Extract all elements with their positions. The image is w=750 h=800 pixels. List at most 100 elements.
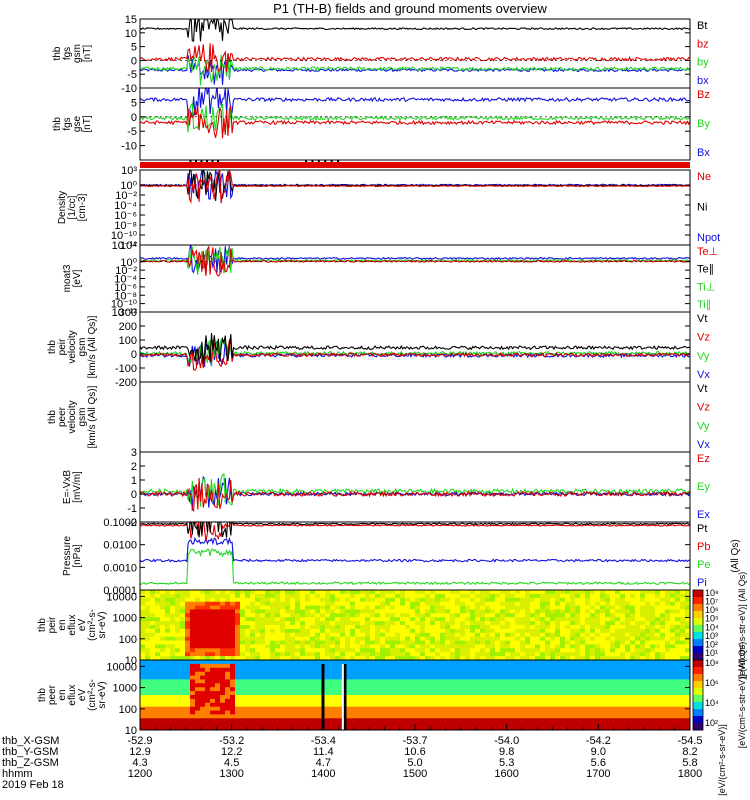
heatmap-cell [405,617,411,622]
heatmap-cell [630,652,636,657]
heatmap-cell [510,722,516,727]
heatmap-cell [460,706,466,712]
heatmap-cell [195,675,201,680]
colorbar-tick-label: 10⁶ [705,678,719,688]
heatmap-cell [490,675,496,680]
heatmap-cell [215,621,221,626]
heatmap-cell [545,593,551,599]
heatmap-cell [275,628,281,634]
svg-text:[eV/(cm²-s-sr-eV)]: [eV/(cm²-s-sr-eV)] [717,724,727,796]
heatmap-cell [145,601,151,607]
heatmap-cell [220,683,226,688]
heatmap-cell [335,597,341,603]
heatmap-cell [190,687,196,692]
heatmap-cell [380,656,386,661]
heatmap-cell [145,625,151,630]
heatmap-cell [670,683,676,688]
heatmap-cell [570,628,576,634]
heatmap-cell [145,698,151,704]
heatmap-cell [605,675,611,680]
heatmap-cell [425,683,431,688]
heatmap-cell [220,671,226,677]
heatmap-cell [220,722,226,727]
heatmap-cell [585,640,591,645]
heatmap-cell [595,590,601,595]
heatmap-cell [370,679,376,684]
heatmap-cell [530,648,536,653]
heatmap-cell [375,632,381,638]
heatmap-cell [490,652,496,657]
heatmap-cell [275,656,281,661]
heatmap-cell [575,702,581,708]
heatmap-cell [365,632,371,638]
heatmap-cell [435,648,441,653]
heatmap-cell [305,671,311,677]
heatmap-cell [300,675,306,680]
heatmap-cell [540,702,546,708]
heatmap-cell [575,593,581,599]
heatmap-cell [595,726,601,731]
heatmap-cell [550,613,556,618]
heatmap-cell [340,601,346,607]
heatmap-cell [325,675,331,680]
heatmap-cell [495,601,501,607]
heatmap-cell [310,590,316,595]
heatmap-cell [440,695,446,700]
heatmap-cell [315,590,321,595]
heatmap-cell [420,722,426,727]
heatmap-cell [270,660,276,665]
panel-frame [139,311,691,383]
heatmap-cell [570,640,576,645]
heatmap-cell [485,687,491,692]
heatmap-cell [670,605,676,610]
heatmap-cell [545,695,551,700]
heatmap-cell [200,691,206,696]
heatmap-cell [205,710,211,715]
heatmap-cell [485,632,491,638]
heatmap-cell [570,671,576,677]
heatmap-cell [620,593,626,599]
heatmap-cell [235,597,241,603]
heatmap-cell [585,613,591,618]
heatmap-cell [345,718,351,723]
heatmap-cell [200,679,206,684]
heatmap-cell [305,625,311,630]
heatmap-cell [205,706,211,712]
heatmap-cell [455,601,461,607]
heatmap-cell [240,644,246,649]
heatmap-cell [370,660,376,665]
heatmap-cell [640,722,646,727]
heatmap-cell [485,691,491,696]
heatmap-cell [280,706,286,712]
heatmap-cell [585,590,591,595]
series-line-Pt [140,522,690,538]
heatmap-cell [555,640,561,645]
heatmap-cell [675,687,681,692]
heatmap-cell [180,718,186,723]
heatmap-cell [395,609,401,614]
heatmap-cell [430,656,436,661]
heatmap-cell [190,628,196,634]
heatmap-cell [155,632,161,638]
ylabel-line: thb [52,46,63,60]
heatmap-cell [485,621,491,626]
heatmap-cell [610,656,616,661]
heatmap-cell [430,636,436,642]
heatmap-cell [345,691,351,696]
heatmap-cell [630,660,636,665]
panel-pressure: Pressure [nPa]0.10000.01000.00100.0001PtP… [62,517,741,597]
heatmap-cell [435,625,441,630]
heatmap-cell [615,679,621,684]
heatmap-cell [205,628,211,634]
heatmap-cell [300,640,306,645]
heatmap-cell [675,691,681,696]
heatmap-cell [145,613,151,618]
heatmap-cell [445,656,451,661]
heatmap-cell [195,695,201,700]
heatmap-cell [235,593,241,599]
heatmap-cell [225,656,231,661]
heatmap-cell [290,683,296,688]
heatmap-cell [570,706,576,712]
heatmap-cell [340,628,346,634]
heatmap-cell [375,698,381,704]
